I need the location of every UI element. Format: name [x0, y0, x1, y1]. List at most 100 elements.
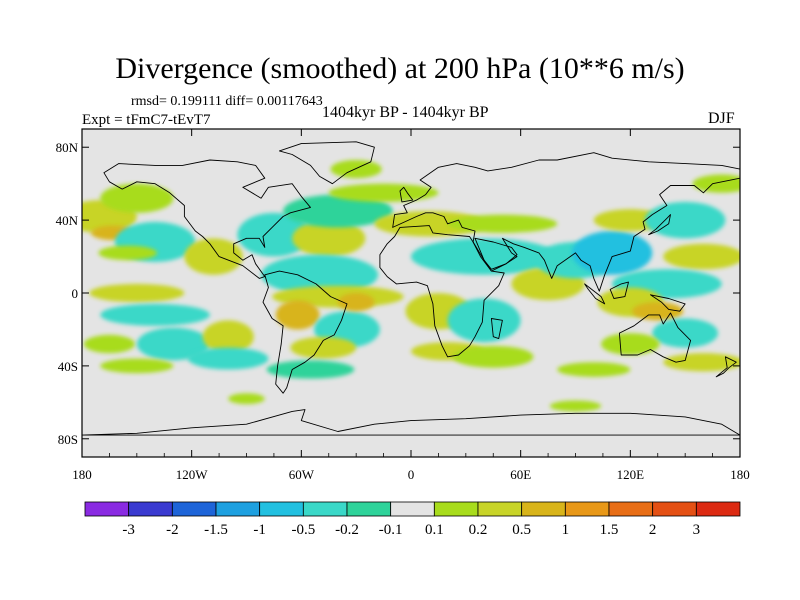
divergence-patch-46 — [228, 393, 265, 405]
divergence-patch-36 — [644, 201, 726, 239]
colorbar-swatch-2 — [171, 501, 217, 517]
lon-tick-label-6: 180 — [730, 467, 750, 482]
divergence-patch-44 — [557, 362, 631, 377]
coastline-antarctica — [82, 409, 740, 436]
divergence-patch-7 — [83, 334, 136, 354]
chart-title: Divergence (smoothed) at 200 hPa (10**6 … — [115, 52, 685, 85]
divergence-patch-13 — [237, 212, 311, 257]
colorbar-swatch-14 — [695, 501, 741, 517]
coastline-australia — [618, 312, 692, 363]
divergence-patch-43 — [663, 353, 740, 372]
stats-label: rmsd= 0.199111 diff= 0.00117643 — [131, 94, 323, 109]
period-label: 1404kyr BP - 1404kyr BP — [322, 104, 489, 121]
coastline-japan — [648, 214, 671, 236]
divergence-patch-9 — [202, 320, 254, 354]
colorbar: -3 -2 -1.5 -1 -0.5 -0.2 -0.1 0.1 0.2 0.5 1 1.5 2 3 — [84, 501, 741, 538]
lat-tick-label-0: 80N — [56, 140, 79, 155]
lon-tick-label-1: 120W — [176, 467, 209, 482]
divergence-patch-29 — [447, 298, 521, 343]
colorbar-label-5: -0.2 — [335, 522, 359, 538]
colorbar-label-3: -1 — [253, 522, 266, 538]
experiment-label: Expt = tFmC7-tEvT7 — [82, 112, 211, 128]
divergence-patch-18 — [261, 254, 379, 295]
divergence-patch-15 — [283, 194, 393, 228]
colorbar-swatch-8 — [433, 501, 479, 517]
colorbar-label-4: -0.5 — [291, 522, 315, 538]
colorbar-swatch-11 — [564, 501, 610, 517]
divergence-patch-27 — [447, 214, 558, 233]
axis-ticks: 180 120W 60W 0 60E 120E 180 80N 40N 0 40S 80S — [56, 129, 750, 482]
lat-tick-label-3: 40S — [58, 359, 78, 374]
divergence-patch-42 — [601, 333, 660, 355]
divergence-patch-14 — [292, 220, 366, 257]
colorbar-swatch-1 — [128, 501, 173, 517]
season-label: DJF — [708, 110, 735, 127]
divergence-patch-23 — [266, 360, 355, 379]
divergence-patch-6 — [100, 303, 210, 326]
coastlines — [82, 141, 740, 436]
divergence-patch-20 — [275, 300, 320, 330]
lat-tick-label-2: 0 — [72, 286, 79, 301]
coastline-sumatra — [584, 283, 606, 305]
divergence-patch-40 — [632, 302, 684, 321]
coastline-arabia — [474, 237, 518, 270]
divergence-patch-24 — [337, 293, 375, 312]
divergence-patch-41 — [652, 318, 719, 348]
lon-tick-label-3: 0 — [408, 467, 415, 482]
lat-tick-label-4: 80S — [58, 432, 78, 447]
coastline-new-zealand — [715, 356, 737, 378]
colorbar-label-1: -2 — [166, 522, 179, 538]
colorbar-label-9: 0.5 — [512, 522, 531, 538]
colorbar-swatch-5 — [302, 501, 348, 517]
coastline-greenland — [278, 141, 375, 185]
coastline-new-guinea — [649, 294, 686, 312]
divergence-patch-12 — [184, 238, 243, 275]
colorbar-label-10: 1 — [562, 522, 570, 538]
divergence-patch-1 — [100, 183, 174, 213]
divergence-patch-4 — [98, 245, 157, 261]
colorbar-label-6: -0.1 — [379, 522, 403, 538]
divergence-patch-25 — [374, 211, 485, 237]
divergence-patch-10 — [188, 347, 269, 370]
colorbar-swatch-0 — [84, 501, 130, 517]
coastline-uk — [399, 186, 414, 203]
divergence-patch-34 — [571, 231, 653, 275]
colorbar-label-7: 0.1 — [425, 522, 444, 538]
coastline-south-america — [262, 270, 348, 394]
colorbar-swatch-10 — [521, 501, 566, 517]
divergence-patch-26 — [411, 238, 558, 275]
coastline-borneo — [609, 281, 629, 299]
divergence-patch-16 — [328, 183, 439, 202]
colorbar-swatch-4 — [259, 501, 304, 517]
colorbar-label-13: 3 — [693, 522, 701, 538]
divergence-patch-47 — [549, 400, 602, 412]
divergence-patch-8 — [136, 327, 210, 361]
coastline-africa — [379, 225, 505, 358]
coastline-north-america — [103, 159, 311, 279]
divergence-patch-11 — [100, 358, 174, 374]
lat-tick-label-1: 40N — [56, 213, 79, 228]
colorbar-label-8: 0.2 — [469, 522, 488, 538]
lon-tick-label-4: 60E — [510, 467, 531, 482]
colorbar-swatch-7 — [390, 501, 435, 517]
colorbar-label-11: 1.5 — [600, 522, 619, 538]
divergence-patch-5 — [89, 283, 185, 303]
lon-tick-label-5: 120E — [617, 467, 645, 482]
colorbar-swatch-13 — [652, 501, 697, 517]
divergence-patch-45 — [692, 174, 740, 193]
divergence-patch-37 — [663, 243, 740, 270]
colorbar-label-12: 2 — [649, 522, 657, 538]
divergence-patch-31 — [453, 345, 534, 368]
colorbar-label-0: -3 — [122, 522, 135, 538]
divergence-patch-22 — [290, 336, 357, 359]
colorbar-swatch-9 — [477, 501, 523, 517]
lon-tick-label-0: 180 — [72, 467, 92, 482]
lon-tick-label-2: 60W — [289, 467, 315, 482]
colorbar-swatch-12 — [608, 501, 654, 517]
coastline-madagascar — [490, 318, 503, 340]
divergence-patch-17 — [330, 159, 382, 179]
colorbar-swatch-3 — [215, 501, 261, 517]
colorbar-label-2: -1.5 — [204, 522, 228, 538]
colorbar-swatch-6 — [346, 501, 392, 517]
